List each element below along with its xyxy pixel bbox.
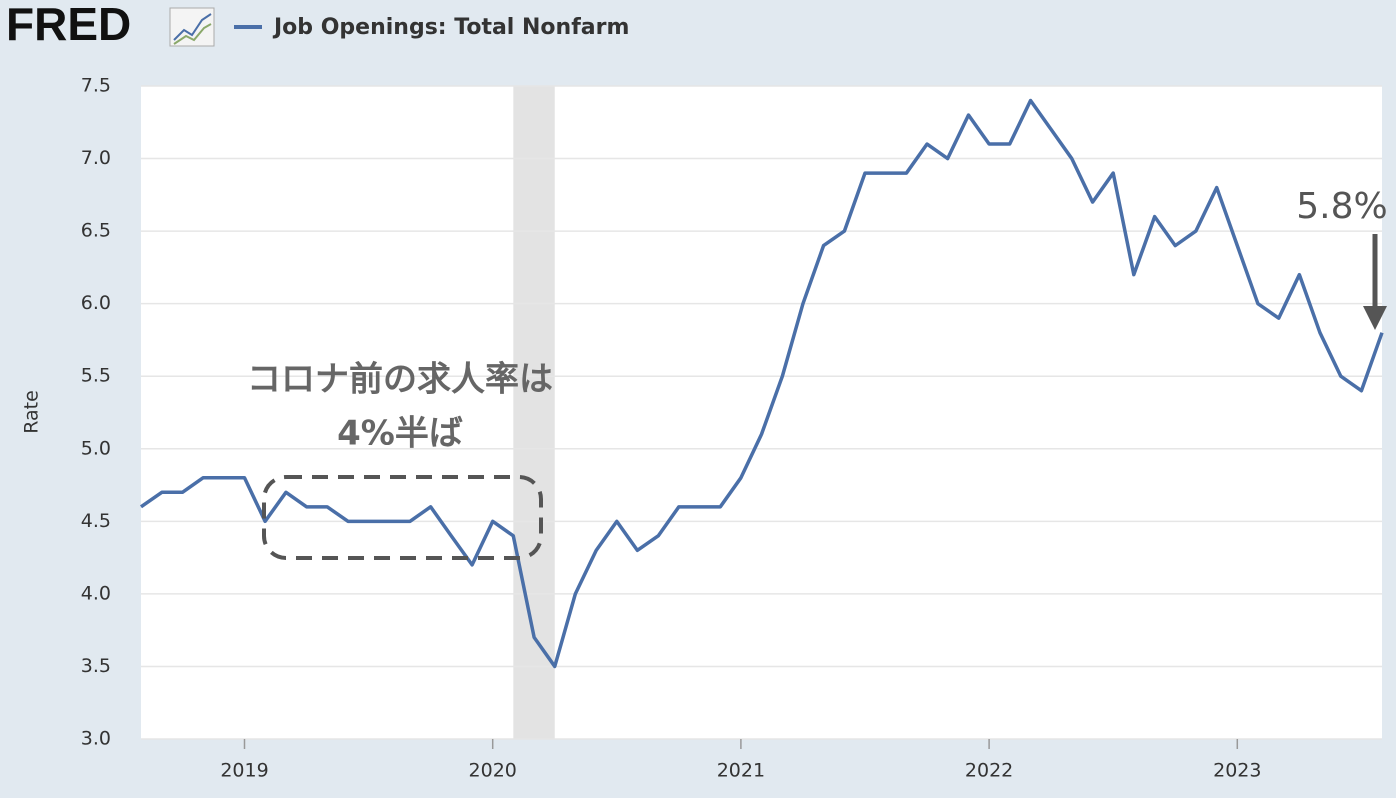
y-tick-label: 4.0 bbox=[81, 582, 111, 604]
y-tick-label: 3.5 bbox=[81, 655, 111, 677]
logo-icon bbox=[169, 7, 215, 47]
y-tick-label: 7.5 bbox=[81, 75, 111, 97]
plot-layer: 3.0 3.5 4.0 4.5 5.0 5.5 6.0 6.5 7.0 7.5 2019 2020 20… bbox=[81, 75, 1384, 782]
y-axis-label: Rate bbox=[21, 390, 43, 434]
y-tick-label: 5.0 bbox=[81, 437, 111, 459]
x-tick-label: 2023 bbox=[1213, 760, 1261, 782]
y-tick-label: 7.0 bbox=[81, 147, 111, 169]
annotation: 5.8% bbox=[1296, 186, 1387, 227]
arrow-head bbox=[1363, 306, 1387, 330]
logo: FRED bbox=[6, 0, 131, 50]
y-tick-label: 3.0 bbox=[81, 728, 111, 750]
icon-line bbox=[173, 13, 212, 41]
highlight-box bbox=[262, 475, 543, 560]
y-tick-label: 6.5 bbox=[81, 220, 111, 242]
legend-label: Job Openings: Total Nonfarm bbox=[272, 15, 629, 40]
annotation: 4%半ば bbox=[337, 414, 463, 454]
x-tick-label: 2022 bbox=[965, 760, 1013, 782]
y-tick-label: 4.5 bbox=[81, 510, 111, 532]
y-tick-label: 6.0 bbox=[81, 292, 111, 314]
recession-shade bbox=[513, 86, 555, 739]
x-tick-label: 2021 bbox=[717, 760, 765, 782]
plot-area bbox=[141, 86, 1382, 739]
annotation: コロナ前の求人率は bbox=[247, 360, 553, 400]
x-tick-label: 2019 bbox=[220, 760, 268, 782]
data-line bbox=[140, 98, 1384, 669]
y-tick-label: 5.5 bbox=[81, 365, 111, 387]
x-tick-label: 2020 bbox=[469, 760, 517, 782]
icon-line bbox=[173, 23, 212, 45]
